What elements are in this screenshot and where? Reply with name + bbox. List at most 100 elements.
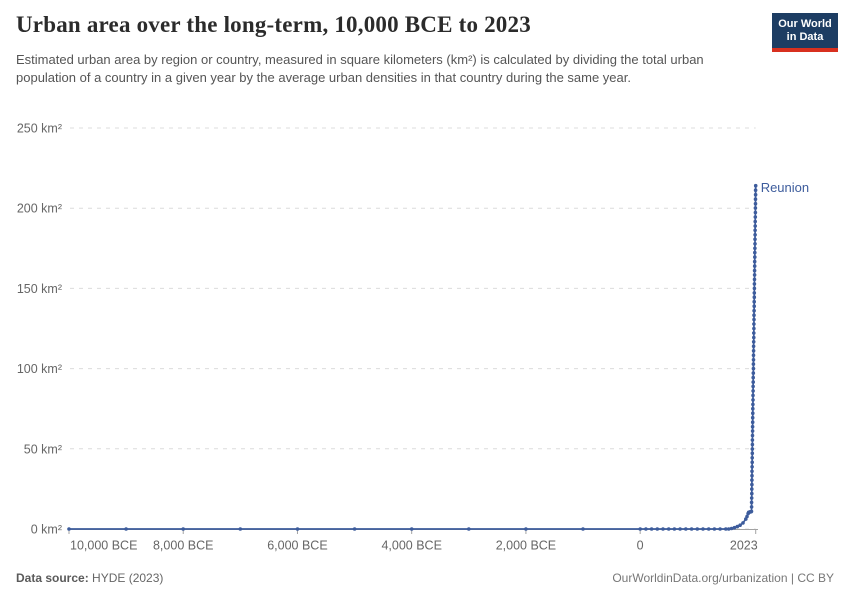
data-point	[752, 282, 757, 286]
data-point	[753, 210, 758, 215]
data-point	[695, 527, 700, 531]
data-point	[753, 215, 758, 219]
data-point	[753, 206, 758, 210]
data-point	[124, 527, 128, 531]
logo-red-bar	[772, 48, 838, 53]
data-point	[738, 523, 742, 527]
data-point	[750, 442, 755, 447]
data-point	[753, 188, 758, 192]
data-point	[581, 527, 585, 531]
data-point	[752, 331, 756, 335]
data-point	[718, 527, 722, 531]
data-point	[467, 527, 471, 531]
data-point	[749, 509, 754, 514]
data-point	[752, 308, 756, 313]
x-tick-label: 10,000 BCE	[70, 539, 137, 553]
x-tick-label: 4,000 BCE	[381, 539, 441, 553]
data-point	[753, 192, 758, 197]
x-tick-label: 2,000 BCE	[496, 539, 556, 553]
y-tick-label: 200 km²	[17, 202, 62, 216]
data-point	[750, 429, 755, 433]
data-point	[753, 224, 757, 228]
credit-link[interactable]: OurWorldinData.org/urbanization | CC BY	[612, 571, 834, 585]
data-point	[751, 380, 755, 384]
data-point	[661, 527, 665, 531]
data-point	[752, 299, 756, 304]
data-point	[750, 482, 754, 487]
data-point	[753, 237, 757, 242]
data-point	[678, 527, 682, 531]
data-point	[750, 491, 754, 496]
series-line	[69, 185, 757, 530]
data-point	[749, 500, 754, 505]
data-point	[752, 259, 757, 264]
data-point	[751, 340, 756, 344]
data-point	[751, 362, 756, 366]
data-source-label: Data source:	[16, 571, 89, 585]
data-point	[741, 521, 745, 525]
y-tick-label: 250 km²	[17, 122, 62, 136]
data-point	[751, 349, 756, 353]
data-point	[524, 527, 528, 531]
owid-logo-text: Our World in Data	[772, 13, 838, 48]
data-point	[644, 527, 648, 531]
data-point	[750, 424, 755, 429]
data-point	[753, 228, 757, 233]
data-point	[752, 291, 757, 295]
data-point	[409, 527, 414, 531]
data-point	[181, 527, 185, 531]
data-point	[751, 358, 756, 362]
data-point	[752, 268, 757, 273]
x-tick-label: 0	[637, 539, 644, 553]
data-point	[752, 326, 756, 331]
data-point	[752, 322, 756, 326]
data-point	[751, 375, 755, 380]
data-point	[751, 384, 755, 389]
data-point	[751, 398, 755, 402]
data-point	[649, 527, 654, 531]
data-point	[666, 527, 671, 531]
data-point	[724, 527, 728, 531]
logo-line-2: in Data	[786, 31, 824, 44]
data-source-value: HYDE (2023)	[88, 571, 164, 585]
data-point	[751, 402, 755, 407]
data-point	[753, 255, 757, 259]
data-point	[751, 393, 755, 398]
data-point	[753, 233, 757, 237]
data-point	[750, 420, 755, 425]
x-tick-label: 8,000 BCE	[153, 539, 213, 553]
data-point	[752, 313, 756, 318]
data-point	[750, 465, 754, 469]
data-point	[735, 524, 740, 529]
data-point	[750, 473, 754, 478]
data-point	[751, 366, 756, 371]
data-point	[751, 371, 756, 375]
data-point	[751, 389, 755, 393]
data-point	[753, 201, 758, 206]
data-point	[750, 433, 755, 438]
data-point	[706, 527, 711, 531]
data-point	[745, 514, 749, 519]
data-point	[752, 264, 757, 268]
data-point	[729, 526, 734, 531]
data-point	[752, 273, 757, 277]
data-point	[750, 447, 755, 451]
data-point	[753, 250, 757, 255]
data-source: Data source: HYDE (2023)	[16, 571, 163, 585]
data-point	[726, 527, 731, 531]
data-point	[238, 527, 243, 531]
data-point	[749, 496, 754, 500]
data-point	[750, 487, 754, 491]
data-point	[753, 197, 758, 201]
data-point	[750, 469, 754, 474]
x-tick-label: 2023	[730, 539, 758, 553]
data-point	[751, 411, 755, 416]
data-point	[672, 527, 677, 531]
x-tick-label: 6,000 BCE	[267, 539, 327, 553]
data-point	[749, 505, 754, 509]
data-point	[732, 525, 737, 530]
data-point	[295, 527, 300, 531]
data-point	[352, 527, 357, 531]
